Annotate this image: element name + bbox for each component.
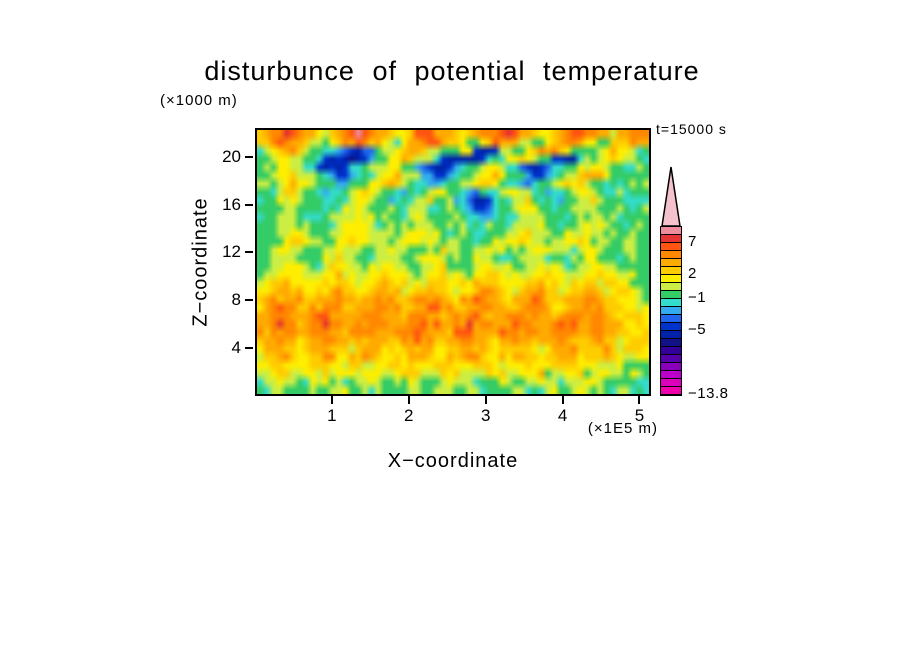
colorbar-segment (661, 299, 681, 307)
x-tick-mark (561, 396, 564, 404)
colorbar-label: 7 (688, 233, 697, 250)
y-tick-mark (245, 347, 253, 350)
colorbar-segment (661, 251, 681, 259)
colorbar-bar (660, 226, 682, 396)
field-canvas (257, 130, 649, 394)
y-tick-label: 16 (222, 194, 241, 214)
colorbar-segment (661, 275, 681, 283)
colorbar-segment (661, 339, 681, 347)
axes-layer: 1 2 3 4 5 4 8 12 16 20 (222, 128, 651, 425)
colorbar-label: 2 (688, 265, 697, 282)
x-tick-label: 1 (327, 406, 337, 425)
colorbar-segment (661, 307, 681, 315)
x-tick-label: 2 (404, 406, 414, 425)
y-axis-label: Z−coordinate (189, 197, 212, 327)
y-tick-mark (245, 155, 253, 158)
colorbar-segment (661, 283, 681, 291)
colorbar-segment (661, 291, 681, 299)
x-tick-label: 5 (634, 406, 645, 425)
x-tick-label: 4 (557, 406, 568, 425)
y-tick-mark (245, 251, 253, 254)
y-tick-label: 4 (231, 338, 241, 358)
y-axis-unit-label: (×1000 m) (160, 92, 238, 109)
colorbar-segment (661, 347, 681, 355)
colorbar-segment (661, 267, 681, 275)
colorbar-label: −1 (688, 289, 707, 306)
colorbar-arrow-shape (661, 166, 681, 227)
colorbar-segment (661, 387, 681, 395)
colorbar-arrow-icon (661, 166, 681, 227)
x-tick-mark (407, 396, 410, 404)
y-tick-mark (245, 299, 253, 302)
colorbar-segment (661, 227, 681, 235)
y-tick-label: 12 (222, 242, 241, 262)
colorbar-label: −13.8 (688, 385, 729, 402)
x-tick-mark (638, 396, 641, 404)
colorbar-segment (661, 363, 681, 371)
colorbar-segment (661, 259, 681, 267)
colorbar-segment (661, 355, 681, 363)
chart-title: disturbunce of potential temperature (204, 56, 700, 86)
x-axis-label: X−coordinate (387, 450, 519, 472)
x-axis-unit-label: (×1E5 m) (587, 420, 658, 437)
y-tick-label: 20 (222, 146, 241, 166)
colorbar-segment (661, 323, 681, 331)
plot-area (255, 128, 651, 396)
y-tick-label: 8 (231, 290, 241, 310)
x-tick-mark (484, 396, 487, 404)
colorbar-segment (661, 331, 681, 339)
colorbar-segment (661, 315, 681, 323)
colorbar-labels: 7 2 −1 −5 −13.8 (688, 226, 758, 406)
colorbar-segment (661, 235, 681, 243)
colorbar-segment (661, 379, 681, 387)
x-tick-mark (330, 396, 333, 404)
colorbar-segment (661, 243, 681, 251)
y-tick-mark (245, 203, 253, 206)
x-tick-label: 3 (480, 406, 491, 425)
colorbar-segment (661, 371, 681, 379)
colorbar-label: −5 (688, 321, 707, 338)
time-annotation: t=15000 s (656, 121, 727, 137)
